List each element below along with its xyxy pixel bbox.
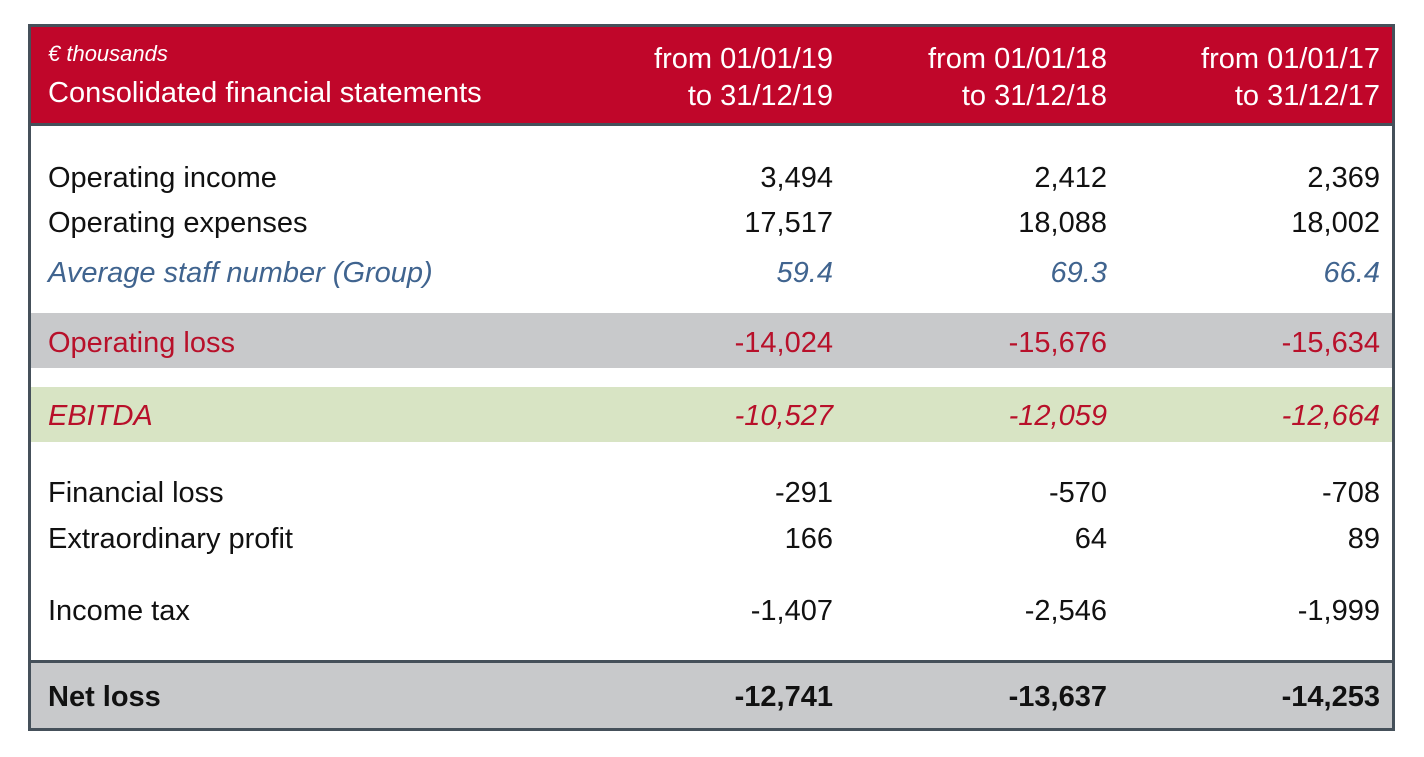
row-label: Average staff number (Group) xyxy=(48,257,433,289)
row-label: Net loss xyxy=(48,681,161,713)
value-2018: 18,088 xyxy=(1018,207,1107,239)
value-2019: -1,407 xyxy=(750,595,833,627)
row-label: Financial loss xyxy=(48,477,224,509)
value-2018: -13,637 xyxy=(1008,681,1107,713)
row-label: Operating expenses xyxy=(48,207,308,239)
table-header: € thousands Consolidated financial state… xyxy=(31,27,1392,123)
value-2017: 66.4 xyxy=(1323,257,1380,289)
value-2019: -291 xyxy=(774,477,833,509)
row-net-loss: Net loss -12,741 -13,637 -14,253 xyxy=(31,677,1392,717)
value-2019: -14,024 xyxy=(734,327,833,359)
row-label: Extraordinary profit xyxy=(48,523,293,555)
financial-table: € thousands Consolidated financial state… xyxy=(28,24,1395,731)
row-label: EBITDA xyxy=(48,400,153,432)
row-operating-income: Operating income 3,494 2,412 2,369 xyxy=(31,158,1392,198)
row-operating-loss: Operating loss -14,024 -15,676 -15,634 xyxy=(31,323,1392,363)
period-2017-header: from 01/01/17 to 31/12/17 xyxy=(1201,43,1380,112)
row-ebitda: EBITDA -10,527 -12,059 -12,664 xyxy=(31,396,1392,436)
value-2018: 64 xyxy=(1074,523,1107,555)
value-2018: -15,676 xyxy=(1008,327,1107,359)
value-2019: -10,527 xyxy=(734,400,833,432)
value-2019: 3,494 xyxy=(760,162,833,194)
value-2019: -12,741 xyxy=(734,681,833,713)
row-label: Operating loss xyxy=(48,327,235,359)
value-2018: -12,059 xyxy=(1008,400,1107,432)
value-2018: -570 xyxy=(1048,477,1107,509)
row-income-tax: Income tax -1,407 -2,546 -1,999 xyxy=(31,591,1392,631)
operating-loss-band xyxy=(31,313,1392,368)
row-average-staff: Average staff number (Group) 59.4 69.3 6… xyxy=(31,253,1392,293)
value-2018: 2,412 xyxy=(1034,162,1107,194)
value-2017: 2,369 xyxy=(1307,162,1380,194)
row-extraordinary-profit: Extraordinary profit 166 64 89 xyxy=(31,519,1392,559)
row-financial-loss: Financial loss -291 -570 -708 xyxy=(31,473,1392,513)
value-2017: -708 xyxy=(1321,477,1380,509)
statement-title: Consolidated financial statements xyxy=(48,77,482,109)
value-2018: -2,546 xyxy=(1024,595,1107,627)
value-2017: 89 xyxy=(1347,523,1380,555)
value-2018: 69.3 xyxy=(1050,257,1107,289)
net-loss-divider xyxy=(31,660,1392,663)
value-2017: -12,664 xyxy=(1281,400,1380,432)
value-2019: 166 xyxy=(784,523,833,555)
value-2017: -1,999 xyxy=(1297,595,1380,627)
period-2019-header: from 01/01/19 to 31/12/19 xyxy=(654,43,833,112)
value-2019: 17,517 xyxy=(744,207,833,239)
row-label: Operating income xyxy=(48,162,277,194)
ebitda-band xyxy=(31,387,1392,442)
net-loss-band xyxy=(31,663,1392,728)
value-2019: 59.4 xyxy=(776,257,833,289)
value-2017: -14,253 xyxy=(1281,681,1380,713)
header-divider xyxy=(31,123,1392,126)
period-2018-header: from 01/01/18 to 31/12/18 xyxy=(928,43,1107,112)
row-operating-expenses: Operating expenses 17,517 18,088 18,002 xyxy=(31,203,1392,243)
row-label: Income tax xyxy=(48,595,190,627)
value-2017: 18,002 xyxy=(1291,207,1380,239)
unit-label: € thousands xyxy=(48,41,168,66)
value-2017: -15,634 xyxy=(1281,327,1380,359)
